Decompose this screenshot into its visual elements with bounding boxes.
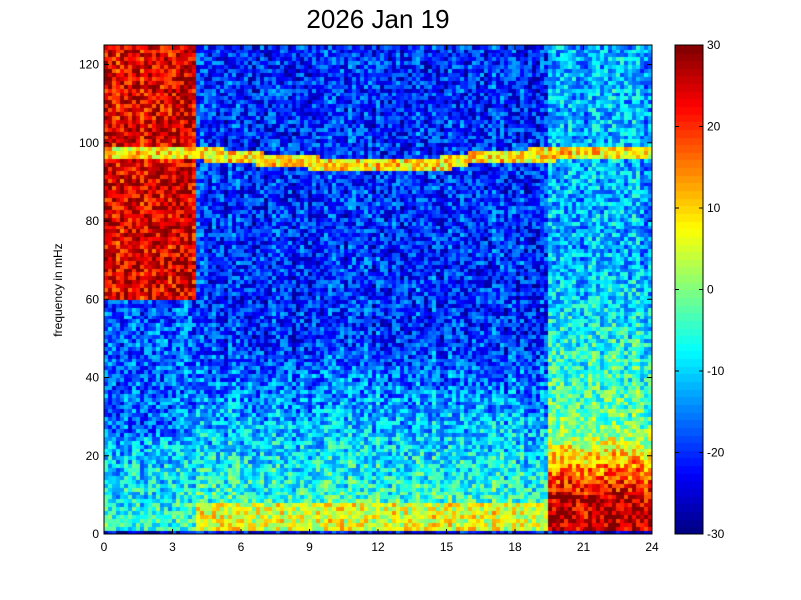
- colorbar-tick-label: -20: [707, 446, 725, 460]
- colorbar-tick-label: 10: [707, 201, 721, 215]
- x-tick-label: 6: [238, 540, 245, 554]
- colorbar-tick-label: 0: [707, 283, 714, 297]
- y-tick-label: 40: [86, 371, 100, 385]
- y-tick-label: 80: [86, 214, 100, 228]
- colorbar: [675, 45, 703, 534]
- colorbar-frame: [674, 44, 704, 535]
- x-tick-label: 18: [508, 540, 522, 554]
- x-tick-label: 3: [169, 540, 176, 554]
- x-tick-label: 9: [306, 540, 313, 554]
- x-tick-label: 12: [371, 540, 385, 554]
- plot-frame: [103, 44, 653, 535]
- colorbar-tick-label: 20: [707, 120, 721, 134]
- x-tick-label: 0: [101, 540, 108, 554]
- x-tick-label: 24: [645, 540, 659, 554]
- colorbar-tick-label: 30: [707, 38, 721, 52]
- x-tick-label: 21: [577, 540, 591, 554]
- y-tick-label: 60: [86, 292, 100, 306]
- x-tick-label: 15: [440, 540, 454, 554]
- colorbar-tick-label: -10: [707, 364, 725, 378]
- chart-title: 2026 Jan 19: [306, 4, 450, 34]
- y-tick-label: 0: [92, 527, 99, 541]
- colorbar-tick-label: -30: [707, 527, 725, 541]
- y-tick-label: 100: [79, 136, 99, 150]
- y-tick-label: 20: [86, 449, 100, 463]
- spectrogram-heatmap: [104, 45, 652, 534]
- y-tick-label: 120: [79, 58, 99, 72]
